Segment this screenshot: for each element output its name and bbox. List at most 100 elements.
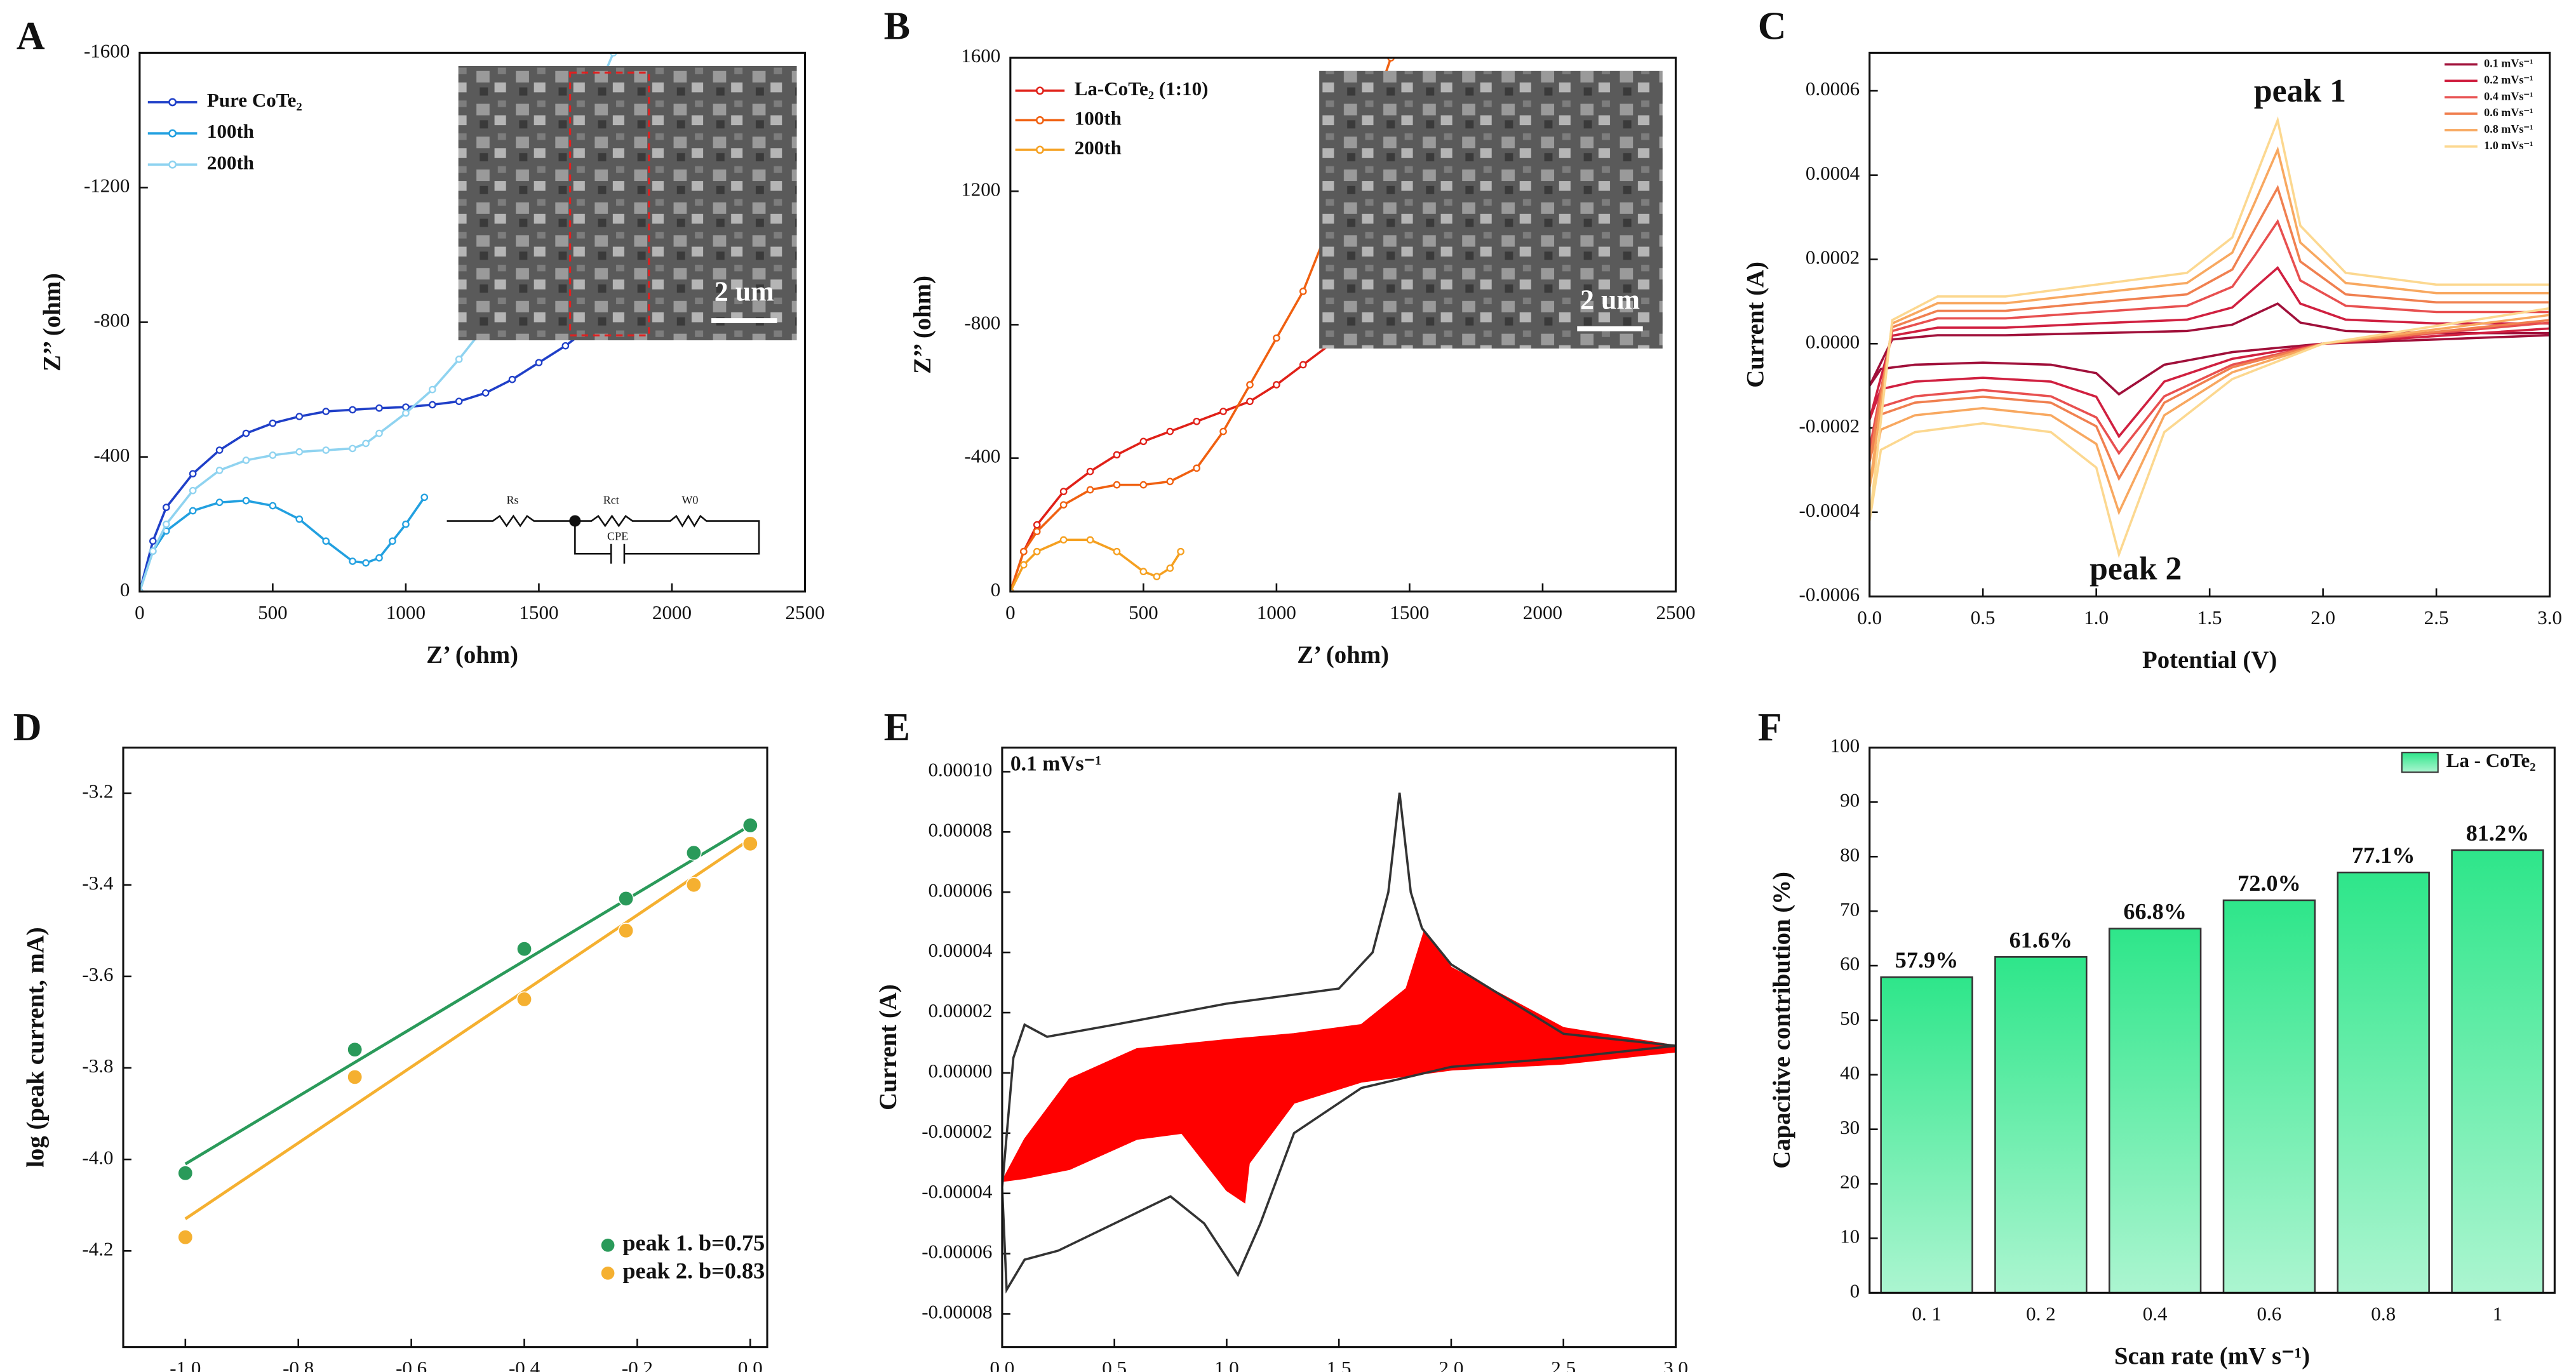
- series-line: [1869, 302, 2550, 396]
- y-tick-label: -0.00006: [922, 1241, 992, 1263]
- y-tick-label: -800: [964, 312, 1000, 334]
- y-tick-label: -0.0006: [1799, 583, 1860, 606]
- circuit-label: W0: [681, 494, 698, 507]
- y-tick-label: 0: [1850, 1279, 1860, 1302]
- y-tick-label: -3.8: [82, 1055, 113, 1077]
- x-tick-label: -0.8: [283, 1357, 314, 1372]
- annotation: peak 1: [2254, 73, 2346, 109]
- bar: [1880, 976, 1973, 1294]
- point: [429, 385, 436, 394]
- x-tick-label: 0.0: [1857, 606, 1882, 629]
- y-tick-label: 40: [1840, 1062, 1860, 1084]
- x-tick-label: -0.2: [622, 1357, 653, 1372]
- series-line: [1869, 218, 2550, 455]
- point: [1086, 486, 1094, 494]
- y-tick-label: -3.2: [82, 780, 113, 803]
- x-tick-label: 2500: [785, 601, 824, 623]
- point: [347, 1041, 363, 1058]
- point: [162, 503, 170, 512]
- circuit-wire: [446, 514, 760, 555]
- bar: [1994, 956, 2088, 1294]
- point: [242, 456, 250, 464]
- x-tick-label: 2500: [1656, 601, 1695, 623]
- x-tick-label: 1500: [1390, 601, 1429, 623]
- y-tick-label: -0.00004: [922, 1180, 993, 1202]
- point: [269, 502, 277, 510]
- point: [1246, 397, 1254, 406]
- y-tick-label: -1200: [84, 175, 130, 197]
- axes-frame: [122, 746, 768, 1349]
- y-axis-label: Z’’ (ohm): [909, 276, 936, 374]
- legend-label: 100th: [207, 120, 254, 142]
- axes-frame: [1001, 746, 1677, 1349]
- legend-marker: [601, 1238, 615, 1252]
- x-axis-label: Scan rate (mV s⁻¹): [2114, 1343, 2310, 1370]
- series-line: [1002, 792, 1676, 1294]
- point: [561, 342, 570, 350]
- point: [516, 941, 532, 957]
- circuit-label: CPE: [607, 530, 628, 543]
- y-axis-label: Current (A): [875, 984, 902, 1110]
- point: [618, 890, 634, 907]
- legend-label: 200th: [207, 151, 254, 173]
- annotation: 0.1 mVs⁻¹: [1010, 752, 1102, 776]
- point: [295, 413, 304, 420]
- y-tick-label: 1200: [961, 178, 1000, 200]
- point: [1166, 477, 1174, 486]
- node: [569, 515, 581, 527]
- legend-label: 1.0 mVs⁻¹: [2484, 139, 2533, 152]
- point: [1299, 361, 1307, 369]
- x-tick-label: 500: [258, 601, 288, 623]
- legend-label: peak 1. b=0.75: [622, 1230, 765, 1256]
- series-line: [139, 496, 426, 592]
- y-tick-label: 60: [1840, 952, 1860, 975]
- y-tick-label: -1600: [84, 39, 130, 62]
- x-tick-label: 0. 1: [1912, 1303, 1942, 1325]
- point: [1193, 464, 1200, 472]
- x-axis-label: Z’ (ohm): [426, 641, 518, 669]
- y-tick-label: 0.00006: [929, 879, 993, 901]
- y-tick-label: -0.00008: [922, 1301, 992, 1323]
- point: [322, 446, 330, 454]
- point: [362, 439, 370, 448]
- x-tick-label: 0.6: [2257, 1303, 2282, 1325]
- highlight-box: [569, 71, 650, 336]
- series-line: [1869, 116, 2550, 559]
- legend-label: Pure CoTe₂: [207, 89, 302, 111]
- x-tick-label: 1.0: [1214, 1357, 1239, 1372]
- circuit-label: Rct: [603, 494, 619, 507]
- point: [1139, 437, 1148, 446]
- x-tick-label: 0.0: [990, 1357, 1015, 1372]
- x-tick-label: 1500: [519, 601, 558, 623]
- point: [322, 537, 330, 545]
- series-line: [1010, 58, 1392, 592]
- y-tick-label: 0.00002: [929, 999, 993, 1022]
- value-label: 72.0%: [2237, 870, 2301, 896]
- legend-label: La - CoTe₂: [2446, 749, 2536, 771]
- y-tick-label: 0.0006: [1806, 77, 1860, 100]
- point: [215, 467, 224, 474]
- y-tick-label: 30: [1840, 1116, 1860, 1138]
- series-line: [1869, 266, 2550, 439]
- point: [177, 1229, 194, 1246]
- point: [162, 520, 170, 528]
- point: [402, 409, 410, 417]
- point: [1019, 561, 1028, 569]
- bar: [2222, 899, 2316, 1294]
- y-axis-label: Capacitive contribution (%): [1768, 872, 1795, 1169]
- y-tick-label: -0.0004: [1799, 499, 1860, 521]
- x-tick-label: 1: [2493, 1303, 2503, 1325]
- point: [481, 389, 490, 397]
- y-tick-label: -3.6: [82, 963, 113, 985]
- point: [215, 498, 224, 507]
- panel-letter: F: [1758, 706, 1782, 749]
- y-tick-label: 0.0004: [1806, 162, 1860, 184]
- axes-frame: [1868, 51, 2551, 598]
- point: [295, 448, 304, 456]
- x-tick-label: 0. 2: [2026, 1303, 2056, 1325]
- point: [189, 507, 197, 515]
- value-label: 57.9%: [1895, 947, 1959, 973]
- point: [1059, 536, 1068, 544]
- point: [402, 520, 410, 528]
